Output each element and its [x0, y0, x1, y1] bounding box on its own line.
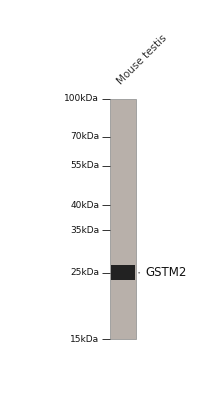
Bar [110, 99, 136, 339]
Text: Mouse testis: Mouse testis [116, 33, 169, 86]
Bar [111, 266, 135, 280]
Text: 15kDa: 15kDa [70, 334, 99, 344]
Text: 70kDa: 70kDa [70, 132, 99, 141]
Text: GSTM2: GSTM2 [139, 266, 186, 279]
Text: 40kDa: 40kDa [70, 200, 99, 210]
Text: 35kDa: 35kDa [70, 226, 99, 235]
Text: 55kDa: 55kDa [70, 162, 99, 170]
Text: 100kDa: 100kDa [64, 94, 99, 103]
Text: 25kDa: 25kDa [70, 268, 99, 277]
